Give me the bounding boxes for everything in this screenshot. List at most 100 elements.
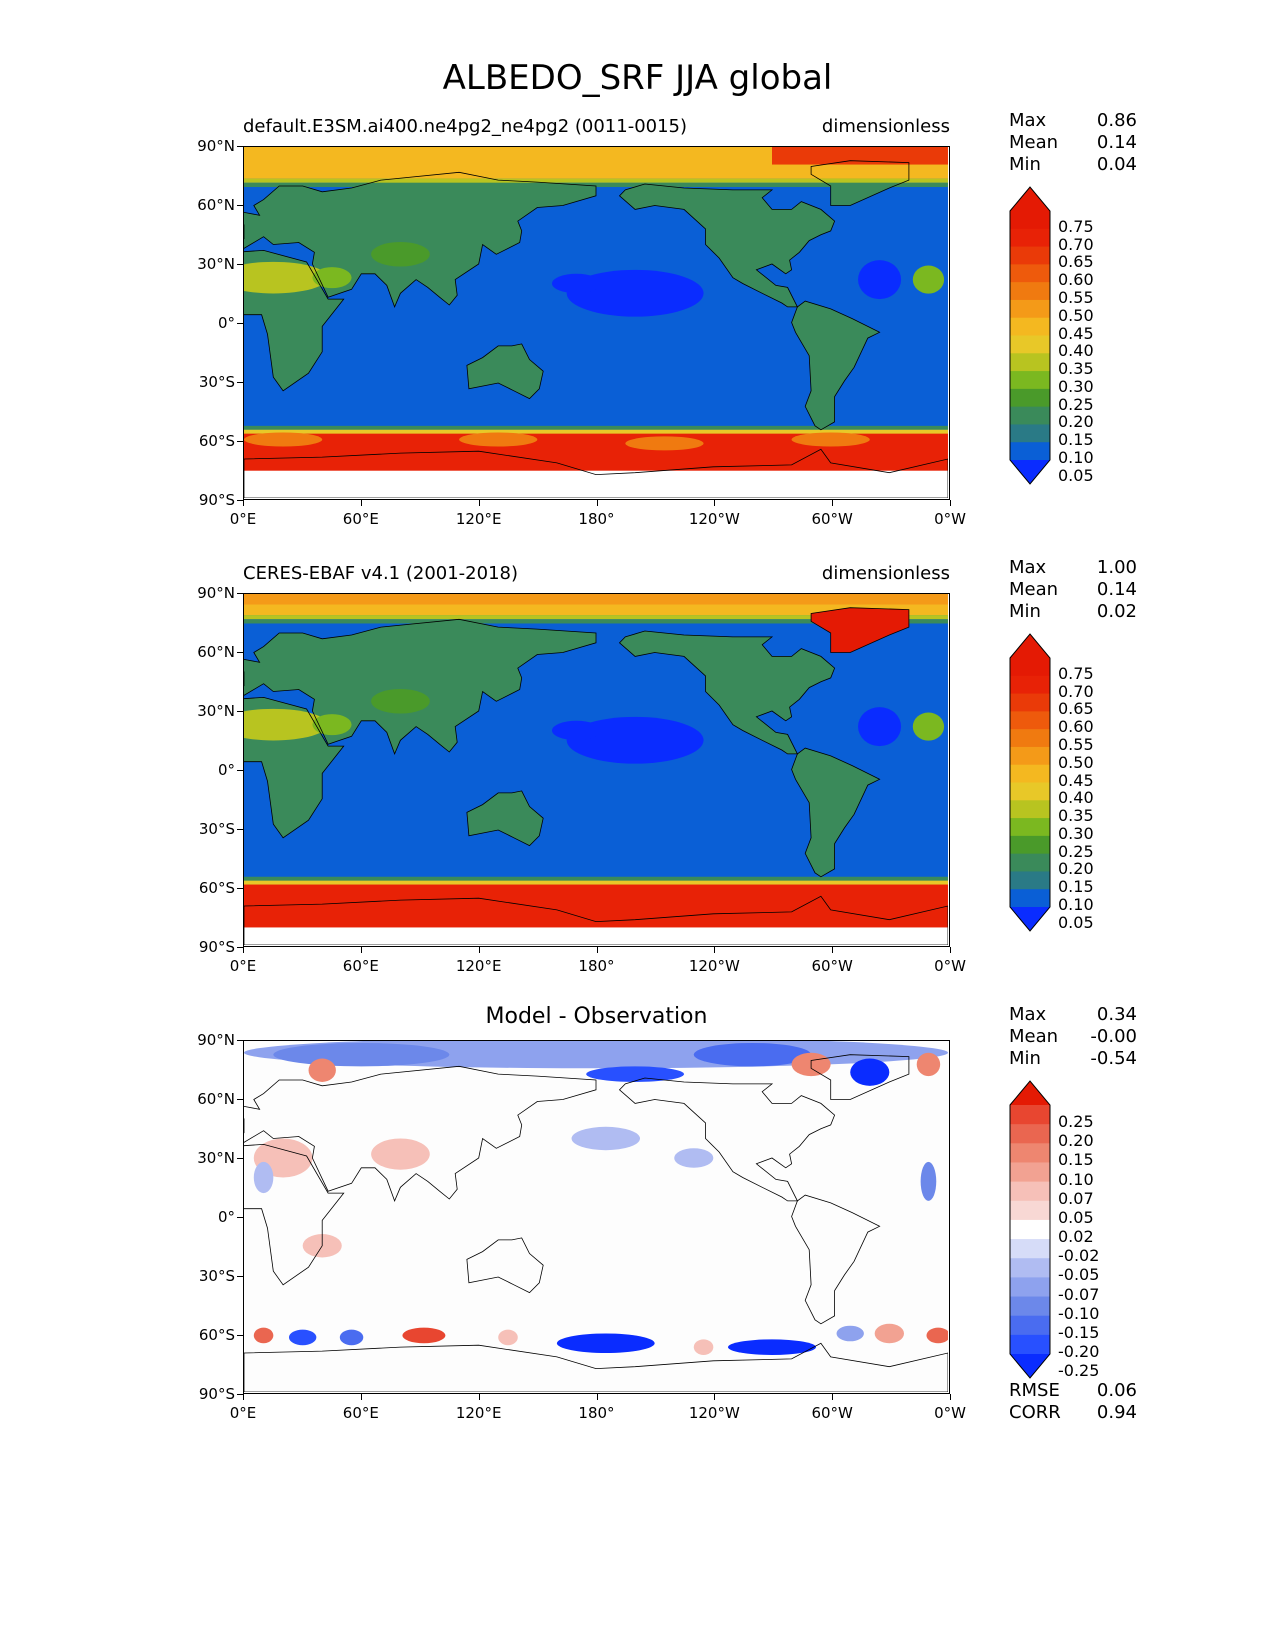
stat-row: Max 0.34	[1009, 1004, 1137, 1026]
stat-label-max: Max	[1009, 557, 1047, 578]
y-tick-mark	[237, 593, 243, 594]
colorbar-bin	[1010, 424, 1050, 443]
colorbar-bin	[1010, 1296, 1050, 1317]
metric-label-rmse: RMSE	[1009, 1380, 1060, 1401]
x-tick-label: 60°E	[342, 957, 379, 975]
arctic-high	[772, 147, 948, 165]
colorbar-tick-label: -0.25	[1058, 1361, 1100, 1381]
stat-value-min: -0.54	[1090, 1048, 1137, 1069]
colorbar-tick-label: 0.50	[1058, 305, 1094, 325]
colorbar-bin	[1010, 264, 1050, 283]
colorbar-bin	[1010, 782, 1050, 801]
stat-label-min: Min	[1009, 1048, 1041, 1069]
y-tick-mark	[237, 888, 243, 889]
colorbar-bin	[1010, 1200, 1050, 1221]
colorbar-tick-label: 0.55	[1058, 287, 1094, 307]
colorbar-bin	[1010, 442, 1050, 461]
colorbar-tick-label: 0.15	[1058, 877, 1094, 897]
seaice-edge	[244, 429, 948, 435]
coastline	[244, 895, 948, 945]
x-tick-label: 0°E	[229, 510, 257, 528]
colorbar-tick-label: -0.10	[1058, 1303, 1100, 1323]
colorbar-tick-label: 0.65	[1058, 699, 1094, 719]
stat-label-min: Min	[1009, 154, 1041, 175]
colorbar-bin	[1010, 1162, 1050, 1183]
desert-field	[371, 241, 430, 267]
y-tick-mark	[237, 1335, 243, 1336]
colorbar-bin	[1010, 853, 1050, 872]
stat-label-min: Min	[1009, 601, 1041, 622]
x-tick-mark	[950, 947, 951, 953]
map-plot	[244, 1041, 948, 1392]
panel-units: dimensionless	[821, 116, 950, 137]
colorbar-tick-label: -0.15	[1058, 1322, 1100, 1342]
stat-label-max: Max	[1009, 110, 1047, 131]
colorbar-tick-label: 0.45	[1058, 770, 1094, 790]
colorbar-bin	[1010, 675, 1050, 695]
diff-anomaly	[926, 1327, 948, 1344]
x-tick-label: 60°W	[811, 510, 853, 528]
colorbar-tick-label: 0.70	[1058, 681, 1094, 701]
diff-anomaly	[339, 1329, 364, 1346]
map-frame	[243, 593, 950, 947]
colorbar-bin	[1010, 335, 1050, 354]
coastlines	[244, 1054, 948, 1392]
colorbar-tick-label: 0.10	[1058, 895, 1094, 914]
colorbar-tick-label: 0.40	[1058, 788, 1094, 808]
diff-anomaly	[693, 1042, 812, 1067]
colorbar-bin	[1010, 1181, 1050, 1202]
coastline	[244, 171, 597, 308]
diff-anomaly	[253, 1327, 274, 1344]
colorbar-tick-label: 0.50	[1058, 752, 1094, 772]
colorbar-bin	[1010, 1143, 1050, 1163]
map-plot	[244, 594, 948, 945]
colorbar-tick-label: 0.10	[1058, 1169, 1094, 1189]
coastline	[618, 1077, 836, 1202]
diff-anomaly	[874, 1323, 904, 1344]
y-tick-mark	[237, 441, 243, 442]
y-tick-label: 30°S	[198, 1267, 235, 1285]
y-tick-mark	[237, 1158, 243, 1159]
coastline	[466, 343, 544, 400]
y-tick-label: 60°S	[198, 432, 235, 450]
y-tick-label: 90°N	[197, 584, 235, 602]
coastline	[244, 1143, 345, 1286]
colorbar-bin	[1010, 658, 1050, 677]
metric-value-rmse: 0.06	[1096, 1380, 1137, 1401]
colorbar-extend-bottom	[1010, 1354, 1050, 1378]
colorbar-tick-label: 0.40	[1058, 341, 1094, 361]
colorbar-bin	[1010, 1219, 1050, 1240]
colorbar-tick-label: 0.07	[1058, 1188, 1094, 1208]
seaice-edge	[791, 432, 870, 447]
x-tick-label: 60°E	[342, 510, 379, 528]
stat-label-max: Max	[1009, 1004, 1047, 1025]
land-fill	[791, 301, 880, 430]
diff-anomaly	[571, 1126, 640, 1151]
x-tick-label: 120°W	[688, 510, 740, 528]
x-tick-mark	[832, 1394, 834, 1400]
greenland-ice	[811, 607, 909, 653]
colorbar-bin	[1010, 353, 1050, 372]
y-tick-label: 90°N	[197, 1031, 235, 1049]
colorbar-bin	[1010, 228, 1050, 248]
x-tick-mark	[714, 947, 716, 953]
y-tick-mark	[237, 711, 243, 712]
y-tick-mark	[237, 1276, 243, 1277]
stat-label-mean: Mean	[1009, 579, 1059, 600]
y-tick-mark	[237, 770, 243, 771]
seaice-edge	[244, 880, 948, 886]
y-tick-label: 30°N	[197, 255, 235, 273]
x-tick-label: 120°W	[688, 1404, 740, 1422]
x-tick-mark	[243, 500, 244, 506]
diff-anomaly	[371, 1138, 430, 1170]
x-tick-mark	[596, 947, 598, 953]
colorbar-bin	[1010, 282, 1050, 301]
diff-anomaly	[273, 1042, 450, 1067]
y-tick-mark	[237, 652, 243, 653]
x-tick-label: 60°E	[342, 1404, 379, 1422]
x-tick-label: 0°W	[934, 510, 966, 528]
desert-field	[312, 714, 352, 736]
diff-anomaly	[920, 1161, 937, 1201]
y-tick-label: 0°	[217, 761, 235, 779]
x-tick-label: 120°W	[688, 957, 740, 975]
